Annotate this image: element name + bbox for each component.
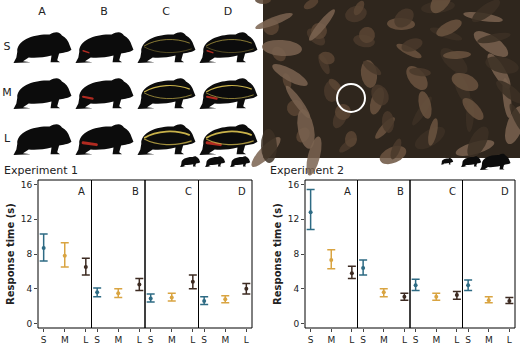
svg-text:C: C — [162, 5, 170, 18]
svg-text:M: M — [432, 335, 440, 345]
svg-text:8: 8 — [26, 249, 32, 259]
svg-text:M: M — [61, 335, 69, 345]
svg-text:S: S — [148, 335, 154, 345]
svg-text:S: S — [465, 335, 471, 345]
svg-text:M: M — [2, 86, 12, 99]
svg-text:B: B — [132, 186, 139, 197]
svg-text:S: S — [4, 40, 11, 53]
svg-text:S: S — [413, 335, 419, 345]
svg-text:L: L — [190, 335, 195, 345]
svg-text:12: 12 — [288, 214, 299, 224]
svg-text:M: M — [168, 335, 176, 345]
svg-text:16: 16 — [288, 180, 300, 190]
svg-text:Experiment 2: Experiment 2 — [270, 164, 344, 177]
svg-text:S: S — [201, 335, 207, 345]
svg-text:16: 16 — [21, 180, 33, 190]
svg-text:L: L — [507, 335, 512, 345]
svg-text:8: 8 — [293, 249, 299, 259]
svg-text:S: S — [308, 335, 314, 345]
svg-text:4: 4 — [26, 284, 32, 294]
svg-text:L: L — [83, 335, 88, 345]
svg-text:D: D — [224, 5, 232, 18]
svg-text:A: A — [344, 186, 351, 197]
svg-text:0: 0 — [26, 319, 32, 329]
svg-text:D: D — [238, 186, 246, 197]
svg-text:Response time (s): Response time (s) — [272, 203, 283, 305]
svg-text:D: D — [501, 186, 509, 197]
svg-text:L: L — [454, 335, 459, 345]
svg-text:S: S — [360, 335, 366, 345]
svg-text:B: B — [100, 5, 108, 18]
svg-text:Response time (s): Response time (s) — [5, 203, 16, 305]
svg-text:L: L — [402, 335, 407, 345]
svg-text:L: L — [137, 335, 142, 345]
svg-text:M: M — [485, 335, 493, 345]
svg-text:C: C — [449, 186, 456, 197]
svg-text:C: C — [185, 186, 192, 197]
svg-text:S: S — [94, 335, 100, 345]
svg-text:4: 4 — [293, 284, 299, 294]
svg-text:0: 0 — [293, 319, 299, 329]
svg-text:12: 12 — [21, 214, 32, 224]
svg-text:M: M — [327, 335, 335, 345]
svg-text:M: M — [380, 335, 388, 345]
svg-text:M: M — [114, 335, 122, 345]
svg-text:Experiment 1: Experiment 1 — [4, 164, 78, 177]
svg-text:S: S — [41, 335, 47, 345]
svg-text:A: A — [78, 186, 85, 197]
svg-text:M: M — [221, 335, 229, 345]
svg-text:B: B — [397, 186, 404, 197]
svg-text:A: A — [38, 5, 46, 18]
svg-text:L: L — [4, 132, 11, 145]
svg-text:L: L — [244, 335, 249, 345]
svg-text:L: L — [349, 335, 354, 345]
